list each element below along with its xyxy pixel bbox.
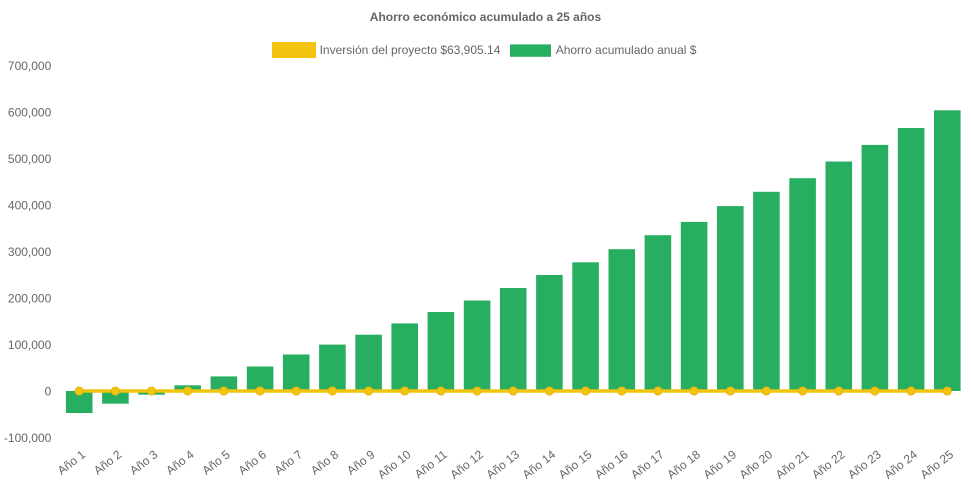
svg-text:100,000: 100,000: [8, 338, 52, 352]
svg-text:0: 0: [45, 384, 52, 398]
svg-text:500,000: 500,000: [8, 152, 52, 166]
svg-text:Inversión del proyecto $63,905: Inversión del proyecto $63,905.14: [320, 43, 501, 57]
svg-text:Ahorro económico acumulado a 2: Ahorro económico acumulado a 25 años: [370, 10, 602, 24]
svg-text:200,000: 200,000: [8, 291, 52, 305]
svg-text:400,000: 400,000: [8, 198, 52, 212]
svg-text:600,000: 600,000: [8, 105, 52, 119]
svg-text:Ahorro acumulado anual $: Ahorro acumulado anual $: [556, 43, 697, 57]
svg-text:300,000: 300,000: [8, 245, 52, 259]
svg-text:-100,000: -100,000: [4, 431, 52, 445]
svg-text:700,000: 700,000: [8, 59, 52, 73]
